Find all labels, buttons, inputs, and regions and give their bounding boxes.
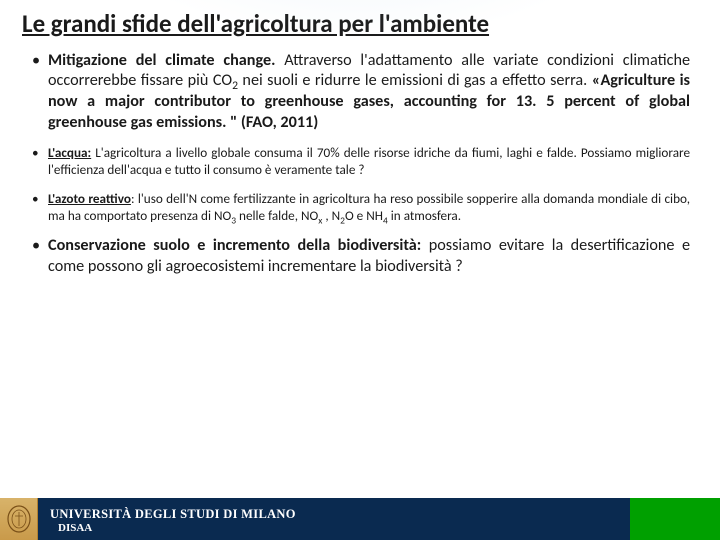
bullet-lead: Conservazione suolo e incremento della b… (48, 236, 421, 255)
bullet-text: , N (322, 207, 340, 224)
bullet-biodiversity: Conservazione suolo e incremento della b… (30, 236, 690, 277)
bullet-text: L'agricoltura a livello globale consuma … (48, 144, 690, 178)
footer-department: DISAA (50, 522, 618, 534)
bullet-text: O e NH (345, 207, 383, 224)
bullet-text: in atmosfera. (388, 207, 461, 224)
footer-university: UNIVERSITÀ DEGLI STUDI DI MILANO (50, 507, 618, 522)
bullet-climate-change: Mitigazione del climate change. Attraver… (30, 51, 690, 134)
bullet-text: nei suoli e ridurre le emissioni di gas … (238, 71, 592, 90)
footer-green-block (630, 498, 720, 540)
bullet-water: L'acqua: L'agricoltura a livello globale… (30, 144, 690, 178)
bullet-text: nelle falde, NO (236, 207, 318, 224)
slide-title: Le grandi sfide dell'agricoltura per l'a… (0, 0, 720, 45)
seal-icon (6, 504, 32, 534)
footer: UNIVERSITÀ DEGLI STUDI DI MILANO DISAA (0, 498, 720, 540)
slide-content: Mitigazione del climate change. Attraver… (0, 45, 720, 278)
footer-text-bar: UNIVERSITÀ DEGLI STUDI DI MILANO DISAA (38, 498, 630, 540)
university-logo (0, 498, 38, 540)
bullet-lead: Mitigazione del climate change. (48, 51, 275, 70)
bullet-nitrogen: L'azoto reattivo: l'uso dell'N come fert… (30, 190, 690, 224)
bullet-lead: L'acqua: (48, 144, 91, 161)
bullet-lead: L'azoto reattivo (48, 190, 131, 207)
bullet-list: Mitigazione del climate change. Attraver… (30, 51, 690, 278)
